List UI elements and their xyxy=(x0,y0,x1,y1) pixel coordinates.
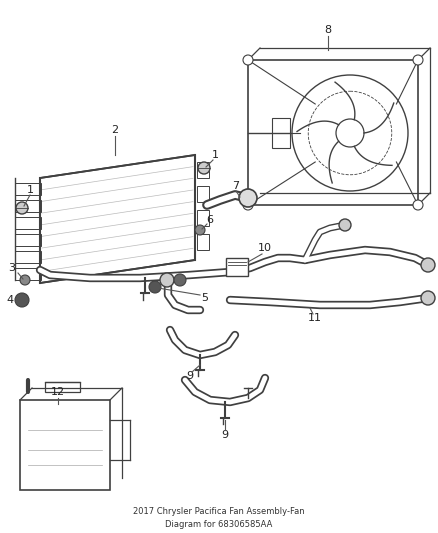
Circle shape xyxy=(239,189,257,207)
Bar xyxy=(197,162,209,178)
Bar xyxy=(20,400,110,490)
Text: 3: 3 xyxy=(8,263,15,273)
Circle shape xyxy=(174,274,186,286)
Text: 8: 8 xyxy=(325,25,332,35)
Circle shape xyxy=(421,291,435,305)
Text: 1: 1 xyxy=(212,150,219,160)
Text: 7: 7 xyxy=(233,181,240,191)
Bar xyxy=(197,210,209,226)
Text: 9: 9 xyxy=(187,371,194,381)
Circle shape xyxy=(20,275,30,285)
Bar xyxy=(15,234,41,246)
Bar xyxy=(272,118,290,148)
Circle shape xyxy=(243,55,253,65)
Circle shape xyxy=(198,162,210,174)
Circle shape xyxy=(15,293,29,307)
Bar xyxy=(197,186,209,202)
Text: 10: 10 xyxy=(258,243,272,253)
Text: 9: 9 xyxy=(222,430,229,440)
Bar xyxy=(15,200,41,212)
Circle shape xyxy=(149,281,161,293)
Circle shape xyxy=(160,273,174,287)
Bar xyxy=(45,382,80,392)
Circle shape xyxy=(195,225,205,235)
Bar xyxy=(15,251,41,263)
Text: 2: 2 xyxy=(111,125,119,135)
Circle shape xyxy=(413,55,423,65)
Circle shape xyxy=(421,258,435,272)
Text: 5: 5 xyxy=(201,293,208,303)
Bar xyxy=(226,258,248,276)
Text: 6: 6 xyxy=(206,215,213,225)
Circle shape xyxy=(413,200,423,210)
Bar xyxy=(197,234,209,250)
Text: 1: 1 xyxy=(27,185,33,195)
Circle shape xyxy=(339,219,351,231)
Bar xyxy=(15,183,41,195)
Text: 4: 4 xyxy=(7,295,14,305)
Circle shape xyxy=(243,200,253,210)
Text: 2017 Chrysler Pacifica Fan Assembly-Fan
Diagram for 68306585AA: 2017 Chrysler Pacifica Fan Assembly-Fan … xyxy=(133,507,305,529)
Text: 11: 11 xyxy=(308,313,322,323)
Bar xyxy=(15,217,41,229)
Text: 12: 12 xyxy=(51,387,65,397)
Circle shape xyxy=(16,202,28,214)
Bar xyxy=(15,268,41,280)
